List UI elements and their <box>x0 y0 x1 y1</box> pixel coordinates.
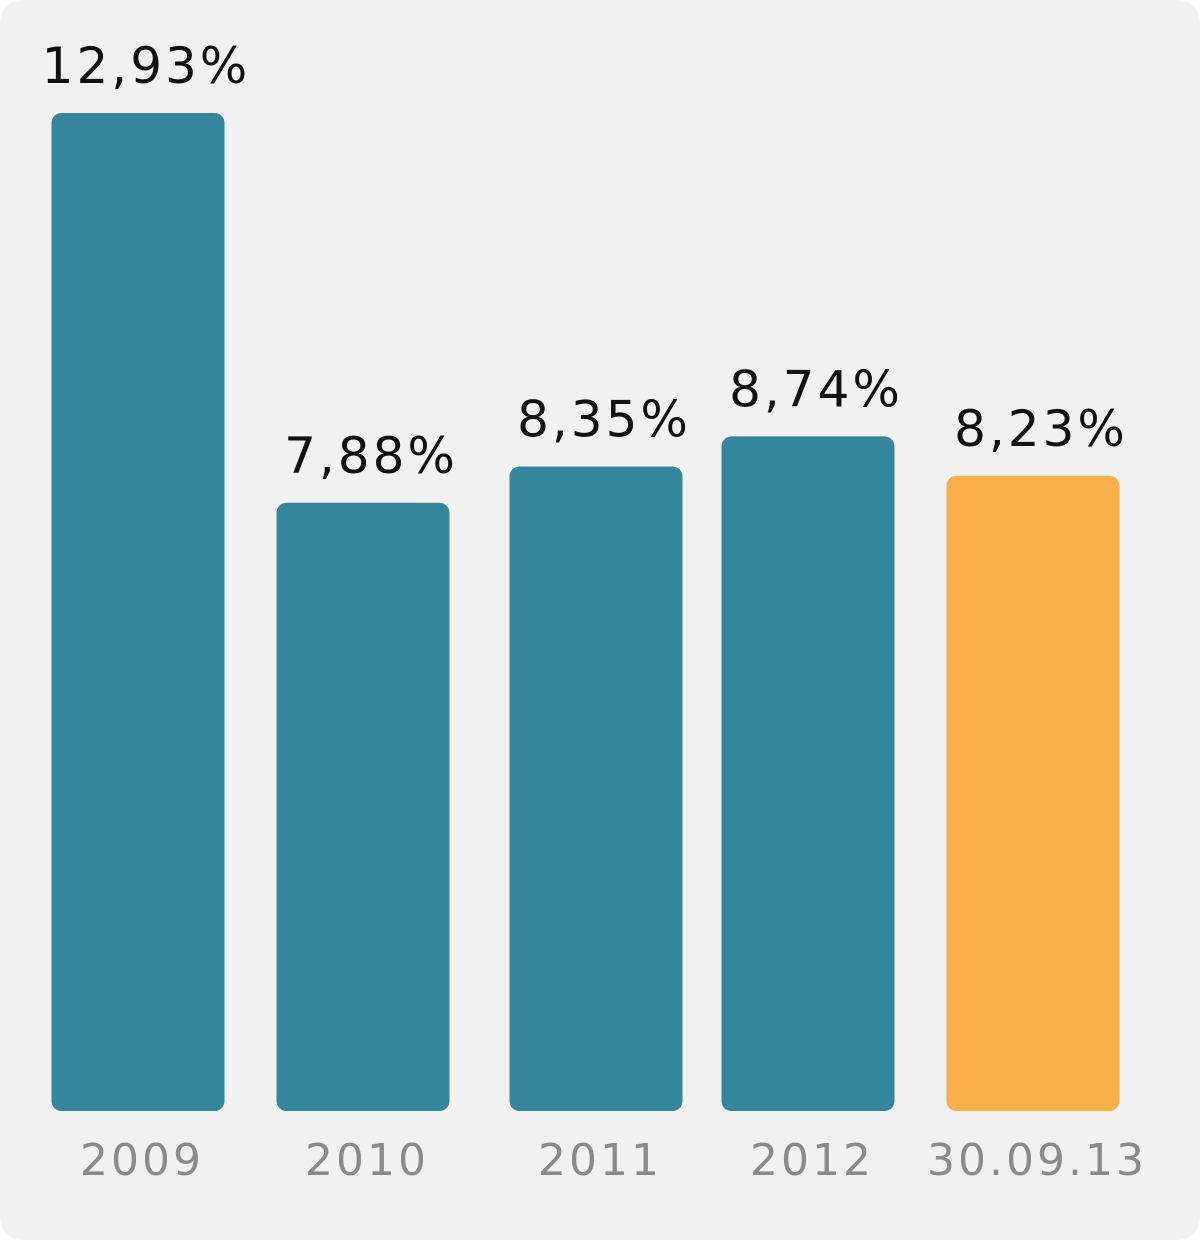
category-label: 2009 <box>80 1135 204 1186</box>
category-label: 2010 <box>305 1135 429 1186</box>
category-label: 2011 <box>538 1135 662 1186</box>
value-label: 8,23% <box>954 400 1128 458</box>
bar-30.09.13 <box>946 475 1120 1111</box>
value-label: 7,88% <box>284 427 458 485</box>
category-label: 30.09.13 <box>927 1135 1147 1186</box>
bar-2010 <box>276 502 450 1111</box>
value-label: 12,93% <box>42 37 251 95</box>
bar-2009 <box>51 113 225 1111</box>
value-label: 8,35% <box>517 391 691 449</box>
category-label: 2012 <box>750 1135 874 1186</box>
bar-2012 <box>721 436 895 1111</box>
value-label: 8,74% <box>729 360 903 418</box>
bar-2011 <box>509 466 683 1111</box>
